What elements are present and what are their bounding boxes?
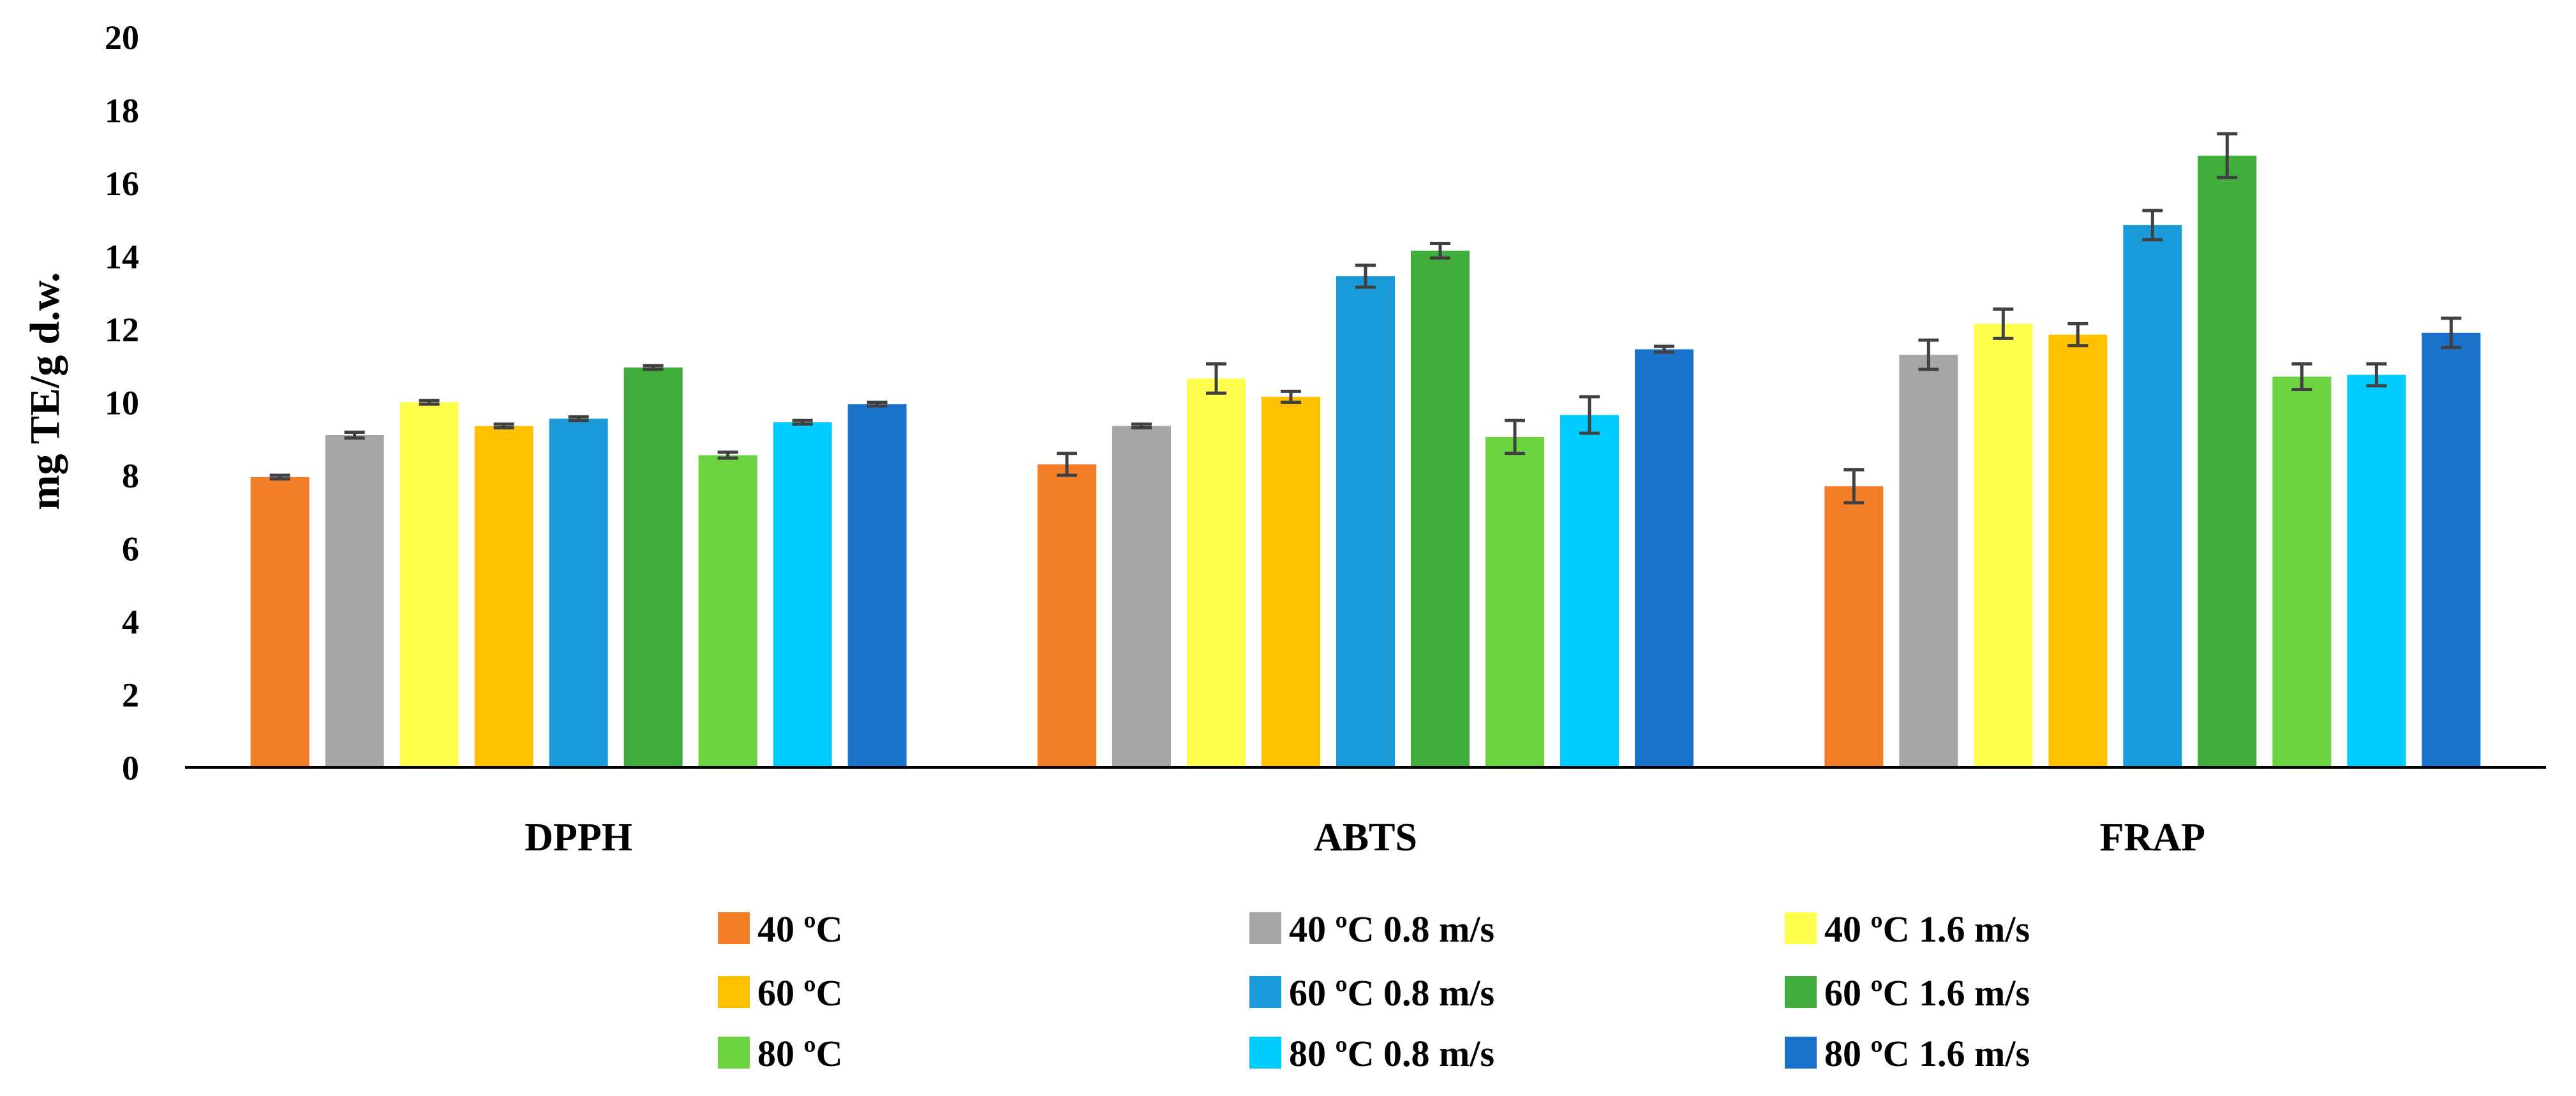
- y-tick-label: 10: [105, 384, 139, 422]
- bar: [1187, 378, 1246, 767]
- y-tick-label: 8: [122, 457, 139, 495]
- category-label: FRAP: [2100, 816, 2205, 859]
- y-tick-label: 0: [122, 749, 139, 787]
- bar: [1112, 426, 1171, 767]
- category-label: ABTS: [1314, 816, 1417, 859]
- y-tick-label: 4: [122, 603, 139, 641]
- bar: [1336, 276, 1395, 767]
- y-axis-ticks: 0 2 4 6 8 10 12 14 16 18 20: [105, 19, 139, 787]
- bar: [623, 367, 683, 767]
- bar: [325, 435, 384, 767]
- y-tick-label: 2: [122, 676, 139, 715]
- y-tick-label: 14: [105, 238, 139, 276]
- y-axis-title: mg TE/g d.w.: [22, 272, 68, 510]
- bar: [2272, 376, 2332, 767]
- legend-label: 80 ºC 1.6 m/s: [1824, 1033, 2030, 1074]
- legend-swatch: [1249, 912, 1281, 944]
- bar: [1411, 250, 1470, 768]
- legend-swatch: [718, 976, 750, 1008]
- y-tick-label: 16: [105, 165, 139, 203]
- error-bars: [269, 132, 2462, 505]
- bar: [399, 402, 459, 767]
- y-tick-label: 20: [105, 19, 139, 57]
- legend-swatch: [1785, 976, 1817, 1008]
- bar: [2048, 334, 2108, 767]
- bar: [1560, 415, 1619, 767]
- bar: [250, 477, 309, 767]
- bar: [549, 418, 608, 767]
- legend: 40 ºC 40 ºC 0.8 m/s 40 ºC 1.6 m/s 60 ºC 60 º…: [718, 908, 2030, 1074]
- y-tick-label: 12: [105, 311, 139, 349]
- bar: [1262, 396, 1320, 767]
- legend-swatch: [1785, 1037, 1817, 1069]
- legend-label: 40 ºC: [757, 908, 843, 950]
- category-labels: DPPH ABTS FRAP: [525, 816, 2205, 859]
- legend-swatch: [718, 1037, 750, 1069]
- bar: [2347, 374, 2406, 767]
- bar: [2123, 225, 2182, 767]
- legend-label: 80 ºC 0.8 m/s: [1289, 1033, 1494, 1074]
- bar: [1635, 349, 1694, 767]
- bar: [847, 404, 907, 767]
- legend-label: 60 ºC 0.8 m/s: [1289, 972, 1494, 1014]
- bar: [2198, 156, 2257, 767]
- legend-swatch: [1785, 912, 1817, 944]
- legend-label: 60 ºC 1.6 m/s: [1824, 972, 2030, 1014]
- y-tick-label: 18: [105, 92, 139, 130]
- bar: [1485, 436, 1544, 767]
- legend-label: 40 ºC 1.6 m/s: [1824, 908, 2030, 950]
- legend-label: 60 ºC: [757, 972, 843, 1014]
- bar: [698, 455, 757, 767]
- legend-swatch: [1249, 1037, 1281, 1069]
- legend-label: 40 ºC 0.8 m/s: [1289, 908, 1494, 950]
- legend-swatch: [718, 912, 750, 944]
- legend-swatch: [1249, 976, 1281, 1008]
- category-label: DPPH: [525, 816, 632, 859]
- y-tick-label: 6: [122, 530, 139, 568]
- bar: [1038, 464, 1096, 767]
- bar: [1974, 323, 2033, 768]
- bar: [474, 426, 533, 767]
- bars: [250, 156, 2481, 768]
- bar: [773, 422, 832, 767]
- legend-label: 80 ºC: [757, 1033, 843, 1074]
- bar: [2422, 332, 2481, 767]
- bar: [1824, 486, 1884, 767]
- bar: [1899, 355, 1958, 767]
